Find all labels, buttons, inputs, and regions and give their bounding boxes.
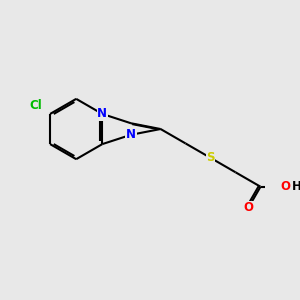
Text: N: N [97, 107, 107, 120]
Text: O: O [280, 180, 290, 193]
Text: S: S [206, 152, 215, 164]
Text: Cl: Cl [29, 99, 42, 112]
Text: N: N [126, 128, 136, 141]
Text: O: O [243, 201, 253, 214]
Text: H: H [292, 180, 300, 193]
